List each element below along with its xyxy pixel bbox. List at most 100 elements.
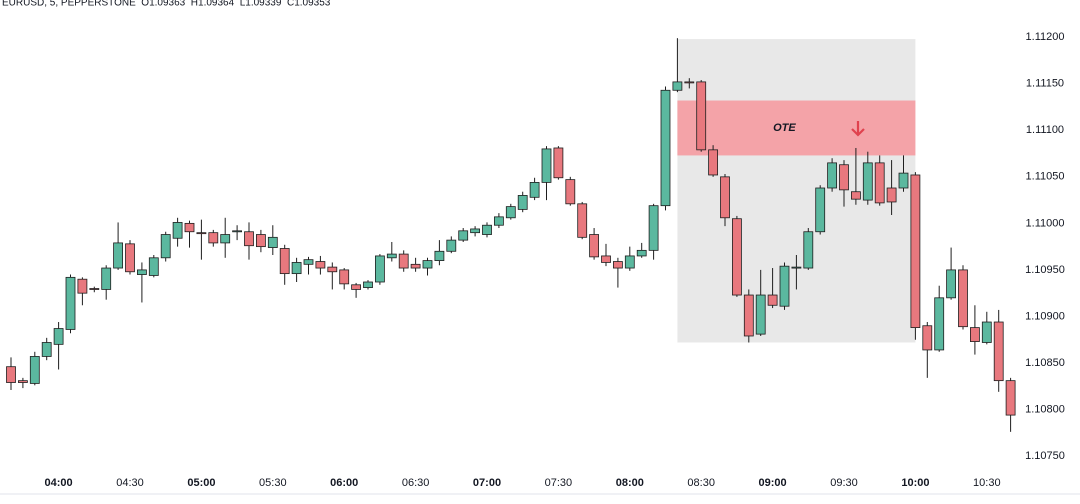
candle-body [291, 262, 302, 275]
candle-body [53, 328, 64, 345]
candle-body [898, 172, 909, 189]
candle-body [696, 81, 707, 151]
candle-body [17, 380, 28, 383]
x-tick-label: 09:30 [830, 477, 858, 489]
x-tick-label: 05:00 [187, 477, 215, 489]
candle-body [791, 266, 802, 269]
candle-body [636, 249, 647, 257]
candle-body [624, 255, 635, 269]
candle-body [684, 81, 695, 84]
candle-body [196, 232, 207, 235]
candle-body [422, 260, 433, 269]
candle-body [922, 325, 933, 351]
candle-body [577, 203, 588, 238]
candle-body [255, 234, 266, 248]
x-tick-label: 07:00 [473, 477, 501, 489]
y-tick-label: 1.10950 [1025, 264, 1065, 276]
candle-body [517, 195, 528, 210]
candle-body [970, 327, 980, 342]
candle-body [541, 148, 552, 183]
candle-body [244, 231, 254, 247]
candle-body [886, 187, 897, 203]
y-tick-label: 1.10850 [1025, 357, 1065, 369]
candle-body [981, 321, 992, 343]
candle-body [29, 356, 40, 384]
candle-body [862, 162, 873, 201]
candle-body [743, 294, 754, 337]
candle-body [208, 232, 219, 244]
y-tick-label: 1.11150 [1026, 78, 1064, 90]
candle-body [755, 294, 766, 335]
chart-header: EURUSD, 5, PEPPERSTONE O1.09363 H1.09364… [2, 0, 331, 9]
candle-body [993, 321, 1004, 382]
candle-body [41, 342, 52, 357]
candle-body [934, 297, 945, 351]
y-tick-label: 1.11050 [1026, 171, 1065, 183]
x-tick-label: 05:30 [259, 477, 287, 489]
candle-body [613, 261, 623, 269]
candle-body [398, 253, 409, 269]
candle-body [458, 230, 469, 241]
candle-body [232, 230, 243, 233]
candle-body [374, 255, 385, 283]
candle-body [803, 231, 814, 269]
candle-body [6, 366, 16, 383]
x-tick-label: 10:00 [901, 477, 929, 489]
candle-body [339, 269, 350, 285]
x-tick-label: 06:30 [402, 477, 430, 489]
candle-body [648, 205, 659, 251]
zone-label: OTE [773, 122, 796, 134]
candle-body [184, 222, 195, 233]
x-tick-label: 04:30 [116, 477, 144, 489]
candle-body [470, 228, 481, 234]
candle-body [77, 278, 88, 294]
candle-body [874, 162, 885, 204]
x-tick-label: 10:30 [973, 477, 1001, 489]
candle-body [720, 176, 730, 219]
candle-body [946, 269, 956, 299]
x-tick-label: 07:30 [545, 477, 573, 489]
y-tick-label: 1.10800 [1025, 403, 1065, 415]
candle-body [363, 281, 373, 288]
candle-body [315, 261, 326, 269]
x-tick-label: 04:00 [45, 477, 73, 489]
candles [6, 38, 1016, 432]
candle-body [815, 187, 826, 233]
y-tick-label: 1.10750 [1025, 450, 1065, 462]
candle-body [672, 81, 683, 91]
candle-body [434, 250, 445, 261]
zone [677, 100, 916, 156]
candle-body [732, 218, 742, 296]
candle-body [303, 259, 314, 265]
y-tick-label: 1.11100 [1026, 124, 1064, 136]
x-tick-label: 08:30 [687, 477, 715, 489]
candle-body [148, 257, 159, 276]
candle-body [553, 147, 564, 179]
candle-body [767, 294, 778, 306]
candle-body [125, 243, 135, 273]
candle-body [65, 276, 76, 330]
candle-body [386, 253, 397, 259]
candle-body [505, 206, 516, 219]
candle-body [839, 164, 849, 191]
candle-body [708, 149, 718, 176]
candle-body [589, 234, 599, 258]
candle-body [160, 234, 171, 259]
candle-body [1005, 380, 1016, 416]
candle-body [529, 182, 540, 198]
candle-body [482, 224, 492, 235]
candle-body [910, 174, 921, 329]
candle-body [220, 234, 231, 244]
candle-body [493, 216, 504, 226]
x-tick-label: 08:00 [616, 477, 644, 489]
candle-body [327, 266, 338, 273]
candle-body [279, 248, 290, 275]
candle-body [136, 269, 147, 275]
candle-body [446, 239, 457, 252]
y-tick-label: 1.11200 [1026, 31, 1065, 43]
candle-body [172, 222, 183, 239]
y-tick-label: 1.11000 [1026, 217, 1065, 229]
y-tick-label: 1.10900 [1025, 310, 1065, 322]
candle-body [410, 263, 421, 269]
